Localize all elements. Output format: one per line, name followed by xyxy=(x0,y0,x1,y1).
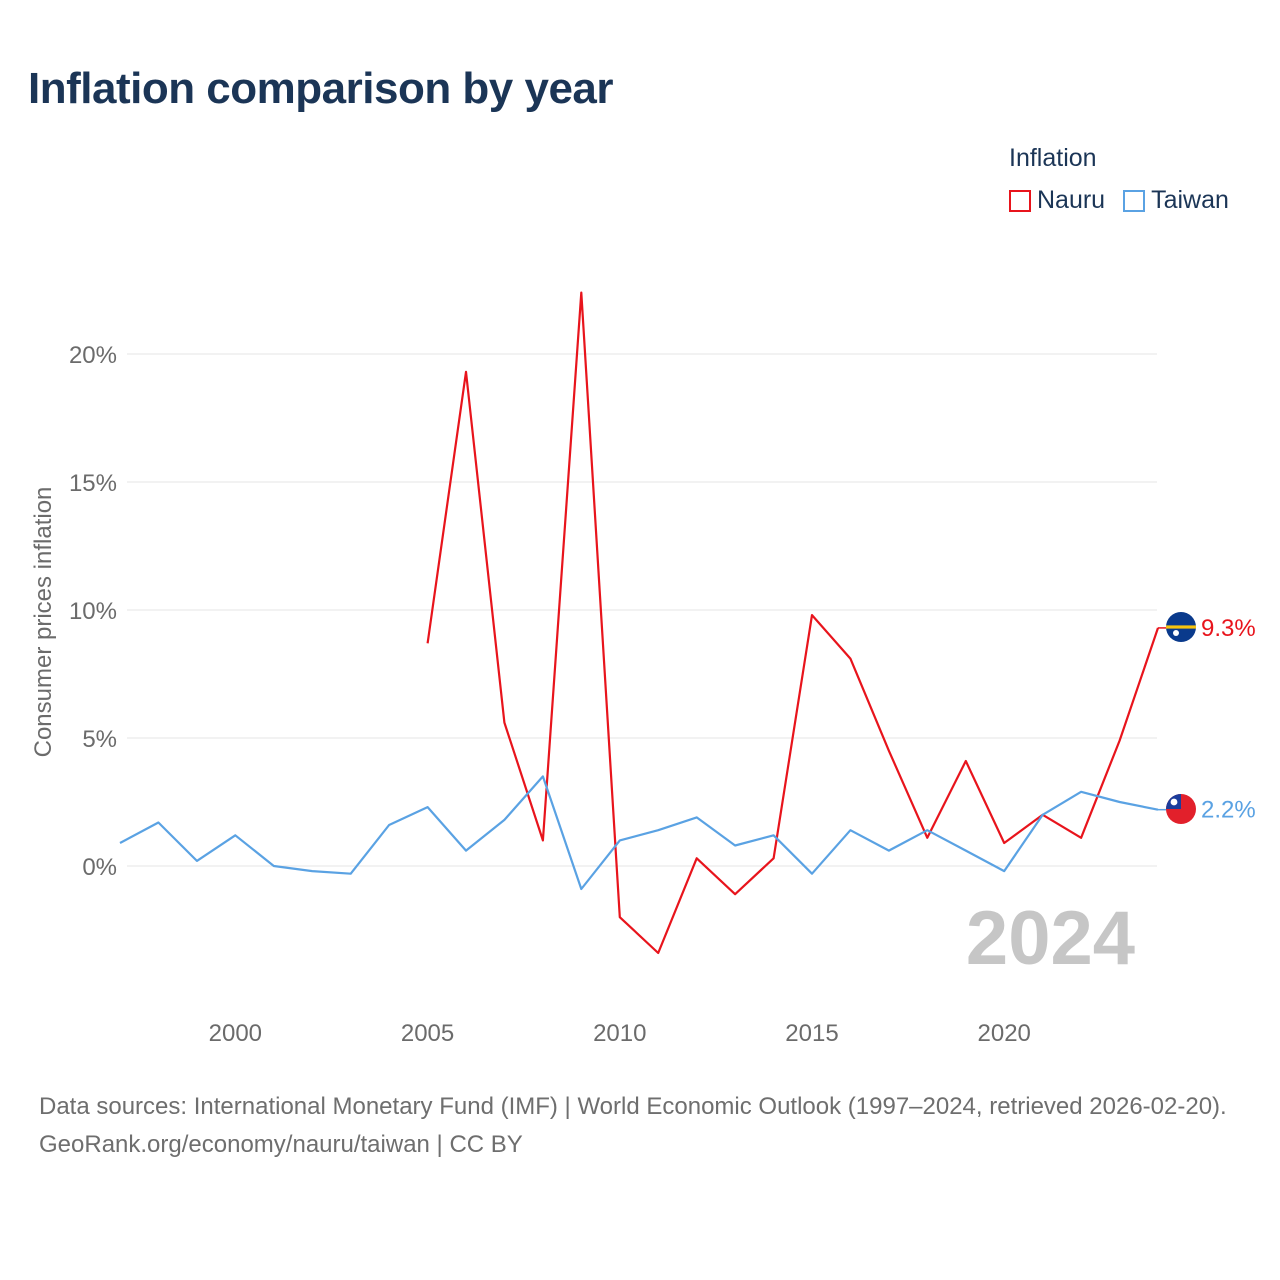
end-label-nauru: 9.3% xyxy=(1201,615,1256,642)
end-markers xyxy=(1166,612,1196,824)
series-line-nauru xyxy=(426,291,1160,955)
legend-swatch-taiwan xyxy=(1123,189,1146,212)
year-watermark: 2024 xyxy=(966,896,1135,981)
legend-label-nauru: Nauru xyxy=(1037,186,1106,214)
series-line-taiwan xyxy=(119,775,1159,891)
legend-item-taiwan[interactable]: Taiwan xyxy=(1123,186,1229,215)
grid-lines xyxy=(127,353,1157,867)
x-tick-label: 2010 xyxy=(593,1020,646,1047)
footer: Data sources: International Monetary Fun… xyxy=(39,1088,1249,1164)
credit-link[interactable]: GeoRank.org/economy/nauru/taiwan | CC BY xyxy=(39,1131,523,1158)
x-axis-ticks: 2000 2005 2010 2015 2020 xyxy=(209,1020,1031,1047)
data-sources: Data sources: International Monetary Fun… xyxy=(39,1093,1227,1120)
chart-title: Inflation comparison by year xyxy=(28,64,614,113)
y-axis-label: Consumer prices inflation xyxy=(30,487,57,758)
x-tick-label: 2005 xyxy=(401,1020,454,1047)
legend: Nauru Taiwan xyxy=(1009,186,1247,215)
x-tick-label: 2000 xyxy=(209,1020,262,1047)
series-group: 9.3% 2.2% xyxy=(119,291,1256,955)
legend-label-taiwan: Taiwan xyxy=(1151,186,1229,214)
y-tick-label: 10% xyxy=(69,598,117,625)
line-chart: 2024 0%5%10%15%20% 2000 2005 2010 2015 2020 … xyxy=(30,291,1256,1047)
x-tick-label: 2020 xyxy=(978,1020,1031,1047)
y-tick-label: 20% xyxy=(69,342,117,369)
taiwan-flag-icon xyxy=(1166,794,1196,824)
y-tick-label: 15% xyxy=(69,470,117,497)
y-tick-label: 0% xyxy=(82,854,117,881)
x-tick-label: 2015 xyxy=(785,1020,838,1047)
nauru-flag-icon xyxy=(1166,612,1196,642)
legend-title: Inflation xyxy=(1009,144,1097,172)
legend-item-nauru[interactable]: Nauru xyxy=(1009,186,1105,215)
end-label-taiwan: 2.2% xyxy=(1201,797,1256,824)
y-axis-ticks: 0% 5% 10% 15% 20% xyxy=(69,342,117,881)
y-tick-label: 5% xyxy=(82,726,117,753)
legend-swatch-nauru xyxy=(1009,189,1031,212)
